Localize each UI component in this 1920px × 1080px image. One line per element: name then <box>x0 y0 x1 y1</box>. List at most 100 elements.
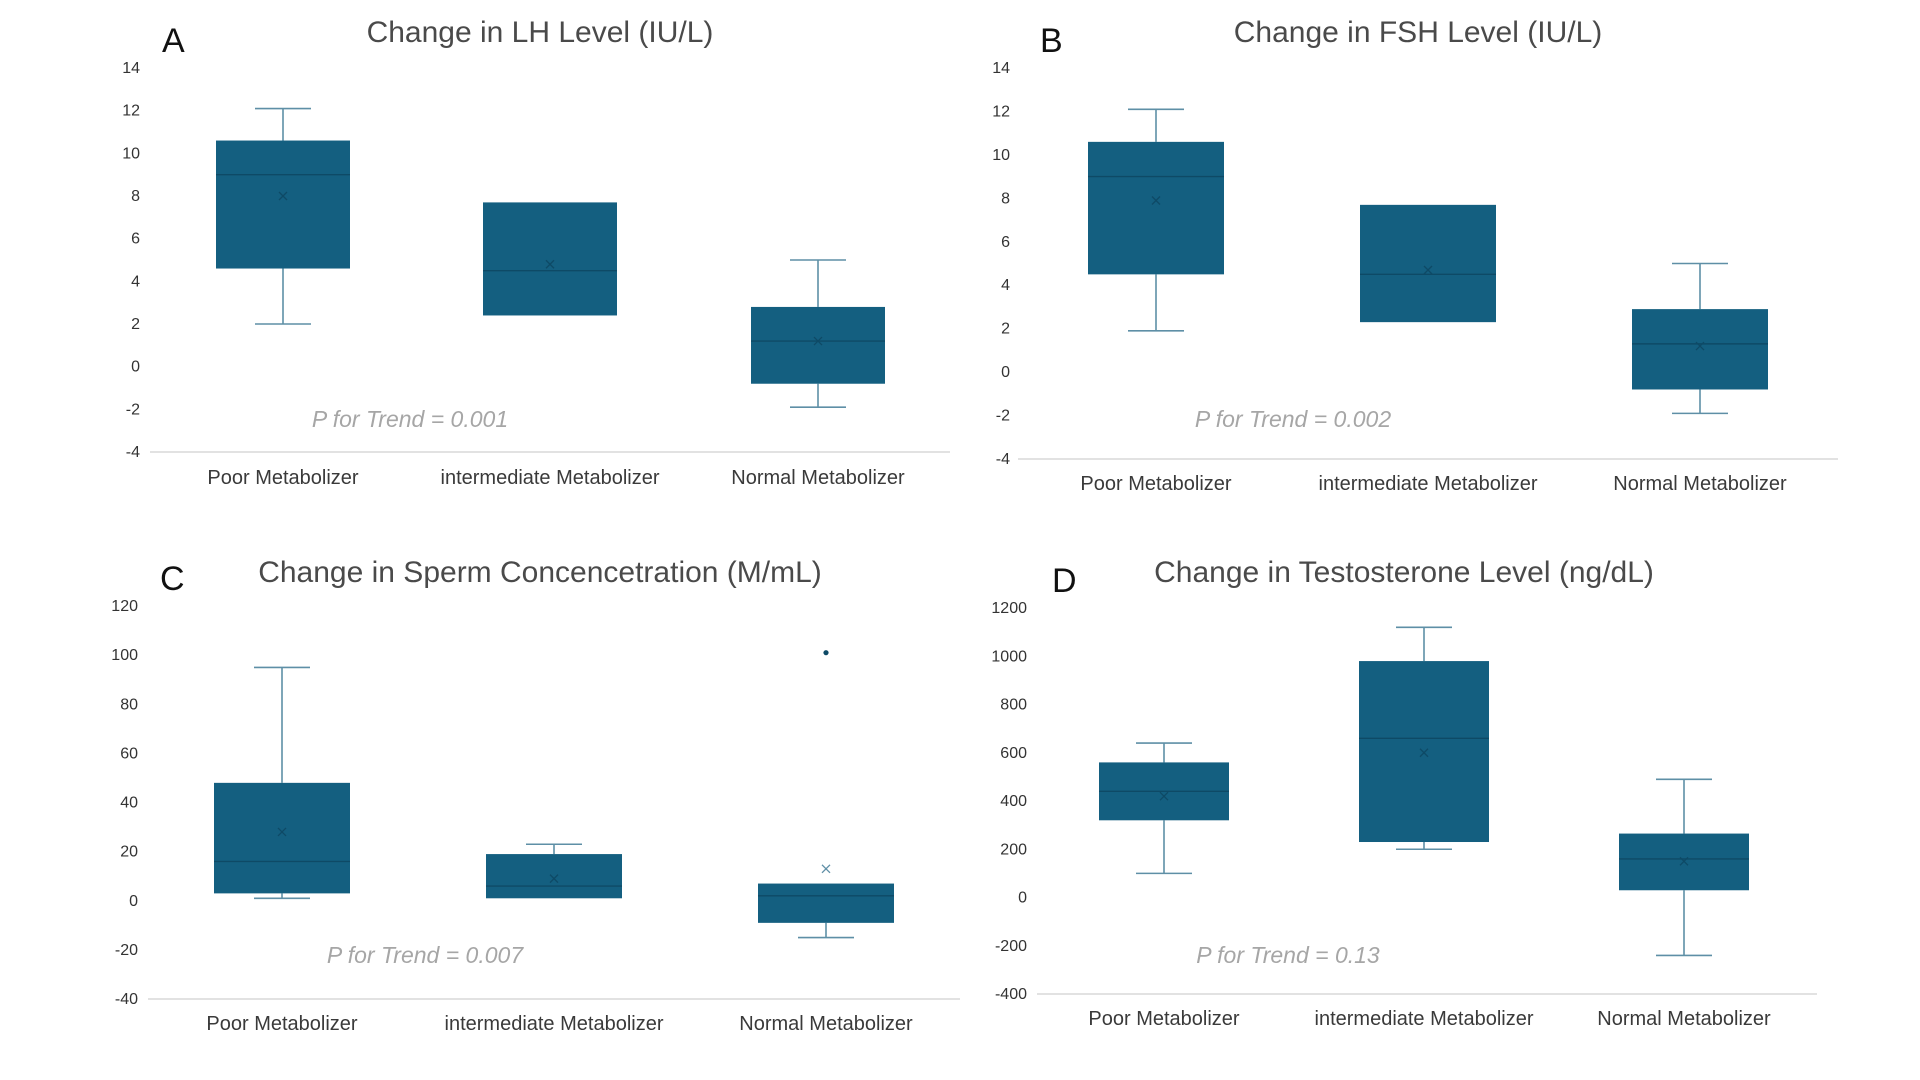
chart-a-svg: A Change in LH Level (IU/L) P for Trend … <box>122 16 950 489</box>
category-label-poor-b: Poor Metabolizer <box>1080 473 1232 495</box>
mean-marker-c-intermediate <box>549 874 559 884</box>
y-tick-label-b-8: 12 <box>992 103 1010 120</box>
box-b-intermediate <box>1360 204 1496 323</box>
y-tick-label-a-2: 0 <box>131 359 140 376</box>
y-tick-label-a-4: 4 <box>131 273 140 290</box>
p-trend-annotation-a: P for Trend = 0.001 <box>312 406 508 432</box>
box-plot-a-intermediate <box>483 202 617 316</box>
y-tick-label-c-2: 0 <box>129 893 138 910</box>
box-plot-a-poor <box>216 107 350 325</box>
chart-title-c: Change in Sperm Concencetration (M/mL) <box>258 556 822 589</box>
mean-marker-b-normal <box>1695 341 1705 351</box>
panel-c: C Change in Sperm Concencetration (M/mL)… <box>0 540 960 1080</box>
box-c-poor <box>214 782 350 894</box>
box-plot-d-poor <box>1099 742 1229 875</box>
y-tick-label-a-8: 12 <box>122 103 140 120</box>
chart-c-svg: C Change in Sperm Concencetration (M/mL)… <box>111 556 960 1035</box>
mean-marker-c-poor <box>277 827 287 837</box>
y-tick-label-c-1: -20 <box>115 942 138 959</box>
mean-marker-b-intermediate <box>1423 265 1433 275</box>
outlier-point-c-normal-0 <box>823 650 829 656</box>
panel-letter-d: D <box>1052 562 1077 600</box>
y-tick-label-c-5: 60 <box>120 745 138 762</box>
box-plot-c-normal <box>758 650 894 939</box>
y-tick-label-d-3: 200 <box>1000 841 1027 858</box>
y-tick-label-c-8: 120 <box>111 598 138 615</box>
mean-marker-a-intermediate <box>545 259 555 269</box>
p-trend-annotation-c: P for Trend = 0.007 <box>327 942 524 968</box>
y-tick-label-b-1: -2 <box>996 408 1010 425</box>
box-a-poor <box>216 140 350 269</box>
mean-marker-a-normal <box>813 336 823 346</box>
category-label-intermediate-c: intermediate Metabolizer <box>445 1013 664 1035</box>
p-trend-annotation-b: P for Trend = 0.002 <box>1195 406 1391 432</box>
y-tick-label-b-3: 2 <box>1001 321 1010 338</box>
y-tick-label-a-1: -2 <box>126 401 140 418</box>
y-tick-label-d-6: 800 <box>1000 697 1027 714</box>
y-tick-label-c-6: 80 <box>120 696 138 713</box>
y-tick-label-d-2: 0 <box>1018 890 1027 907</box>
mean-marker-c-normal <box>821 864 831 874</box>
chart-title-d: Change in Testosterone Level (ng/dL) <box>1154 556 1654 589</box>
chart-title-a: Change in LH Level (IU/L) <box>367 16 714 49</box>
category-label-poor-a: Poor Metabolizer <box>207 467 359 489</box>
mean-marker-d-intermediate <box>1419 748 1429 758</box>
p-trend-annotation-d: P for Trend = 0.13 <box>1196 942 1380 968</box>
category-label-intermediate-a: intermediate Metabolizer <box>441 467 660 489</box>
y-tick-label-b-2: 0 <box>1001 364 1010 381</box>
category-label-poor-c: Poor Metabolizer <box>206 1013 358 1035</box>
panel-letter-c: C <box>160 560 185 598</box>
category-label-normal-b: Normal Metabolizer <box>1613 473 1787 495</box>
chart-title-b: Change in FSH Level (IU/L) <box>1234 16 1603 49</box>
y-tick-label-c-4: 40 <box>120 795 138 812</box>
chart-d-svg: D Change in Testosterone Level (ng/dL) P… <box>991 556 1817 1030</box>
box-plot-b-poor <box>1088 108 1224 332</box>
box-b-poor <box>1088 141 1224 275</box>
category-label-normal-d: Normal Metabolizer <box>1597 1008 1771 1030</box>
mean-marker-a-poor <box>278 191 288 201</box>
category-label-normal-c: Normal Metabolizer <box>739 1013 913 1035</box>
panel-b: B Change in FSH Level (IU/L) P for Trend… <box>960 0 1920 540</box>
y-tick-label-b-6: 8 <box>1001 190 1010 207</box>
panel-letter-b: B <box>1040 22 1063 60</box>
box-a-normal <box>751 306 885 384</box>
y-tick-label-d-8: 1200 <box>991 600 1027 617</box>
y-tick-label-b-5: 6 <box>1001 234 1010 251</box>
y-tick-label-a-5: 6 <box>131 231 140 248</box>
plot-area-b: -4 -2 0 2 4 6 8 10 12 14 <box>992 60 1838 468</box>
plot-area-a: -4 -2 0 2 4 6 8 10 12 14 <box>122 60 950 461</box>
mean-marker-b-poor <box>1151 196 1161 205</box>
category-label-intermediate-b: intermediate Metabolizer <box>1319 473 1538 495</box>
y-tick-label-a-9: 14 <box>122 60 140 77</box>
box-b-normal <box>1632 309 1768 390</box>
mean-marker-d-poor <box>1159 791 1169 801</box>
panel-a: A Change in LH Level (IU/L) P for Trend … <box>0 0 960 540</box>
y-tick-label-d-1: -200 <box>995 938 1027 955</box>
box-plot-b-normal <box>1632 262 1768 415</box>
box-plot-d-normal <box>1619 778 1749 957</box>
plot-area-d: -400 -200 0 200 400 600 800 1000 1200 <box>991 600 1817 1003</box>
y-tick-label-a-6: 8 <box>131 188 140 205</box>
box-d-intermediate <box>1359 661 1489 843</box>
box-plot-d-intermediate <box>1359 626 1489 851</box>
y-tick-label-c-7: 100 <box>111 647 138 664</box>
y-tick-label-b-4: 4 <box>1001 277 1010 294</box>
y-tick-label-c-3: 20 <box>120 844 138 861</box>
category-label-intermediate-d: intermediate Metabolizer <box>1315 1008 1534 1030</box>
category-label-normal-a: Normal Metabolizer <box>731 467 905 489</box>
box-plot-c-intermediate <box>486 843 622 899</box>
box-c-intermediate <box>486 854 622 899</box>
panel-d: D Change in Testosterone Level (ng/dL) P… <box>960 540 1920 1080</box>
y-tick-label-b-0: -4 <box>996 451 1010 468</box>
box-plot-a-normal <box>751 259 885 409</box>
y-tick-label-b-7: 10 <box>992 147 1010 164</box>
category-label-poor-d: Poor Metabolizer <box>1088 1008 1240 1030</box>
y-tick-label-a-7: 10 <box>122 145 140 162</box>
plot-area-c: -40 -20 0 20 40 60 80 100 120 <box>111 598 960 1008</box>
chart-b-svg: B Change in FSH Level (IU/L) P for Trend… <box>992 16 1838 495</box>
y-tick-label-d-4: 400 <box>1000 793 1027 810</box>
box-plot-c-poor <box>214 666 350 900</box>
y-tick-label-c-0: -40 <box>115 991 138 1008</box>
box-c-normal <box>758 883 894 923</box>
